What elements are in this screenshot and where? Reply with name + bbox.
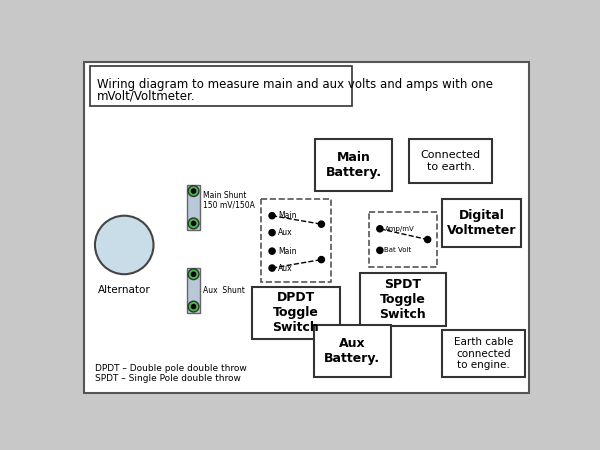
Bar: [187, 185, 200, 230]
Circle shape: [191, 305, 196, 309]
Bar: [409, 139, 492, 183]
Text: SPDT – Single Pole double throw: SPDT – Single Pole double throw: [95, 374, 241, 383]
Text: Main Shunt: Main Shunt: [203, 191, 246, 200]
Circle shape: [188, 301, 199, 312]
Circle shape: [269, 265, 275, 271]
Bar: [442, 199, 521, 247]
Text: Alternator: Alternator: [98, 285, 151, 295]
Circle shape: [377, 247, 383, 253]
Bar: [315, 139, 392, 191]
Text: DPDT
Toggle
Switch: DPDT Toggle Switch: [272, 291, 319, 334]
Text: 150 mV/150A: 150 mV/150A: [203, 200, 254, 209]
Circle shape: [318, 221, 325, 227]
Circle shape: [191, 189, 196, 193]
Circle shape: [95, 216, 154, 274]
Text: Earth cable
connected
to engine.: Earth cable connected to engine.: [454, 337, 514, 370]
Text: SPDT
Toggle
Switch: SPDT Toggle Switch: [380, 278, 427, 321]
Bar: [369, 212, 437, 267]
Bar: [187, 268, 200, 313]
Text: Aux  Shunt: Aux Shunt: [203, 286, 245, 295]
Text: Main
Battery.: Main Battery.: [326, 151, 382, 179]
Bar: [262, 199, 331, 282]
Bar: [91, 66, 352, 106]
Bar: [360, 274, 446, 326]
Circle shape: [188, 186, 199, 197]
Bar: [314, 325, 391, 378]
Circle shape: [425, 237, 431, 243]
Circle shape: [188, 218, 199, 229]
Text: Bat Volt: Bat Volt: [385, 248, 412, 253]
Text: Amp/mV: Amp/mV: [385, 226, 414, 232]
Circle shape: [377, 226, 383, 232]
Text: Connected
to earth.: Connected to earth.: [421, 150, 481, 172]
Circle shape: [269, 230, 275, 236]
Bar: [442, 330, 526, 378]
Circle shape: [318, 256, 325, 263]
Text: Aux
Battery.: Aux Battery.: [324, 337, 380, 365]
Circle shape: [191, 272, 196, 276]
Text: DPDT – Double pole double throw: DPDT – Double pole double throw: [95, 364, 247, 373]
Text: Aux: Aux: [278, 264, 293, 273]
Text: Main: Main: [278, 211, 297, 220]
Bar: [252, 287, 340, 339]
Text: Wiring diagram to measure main and aux volts and amps with one: Wiring diagram to measure main and aux v…: [97, 78, 493, 91]
Text: mVolt/Voltmeter.: mVolt/Voltmeter.: [97, 90, 195, 103]
Circle shape: [269, 212, 275, 219]
Text: Aux: Aux: [278, 228, 293, 237]
Text: Digital
Voltmeter: Digital Voltmeter: [447, 209, 516, 237]
Circle shape: [188, 269, 199, 279]
Text: Main: Main: [278, 247, 297, 256]
Circle shape: [269, 248, 275, 254]
Circle shape: [191, 221, 196, 225]
